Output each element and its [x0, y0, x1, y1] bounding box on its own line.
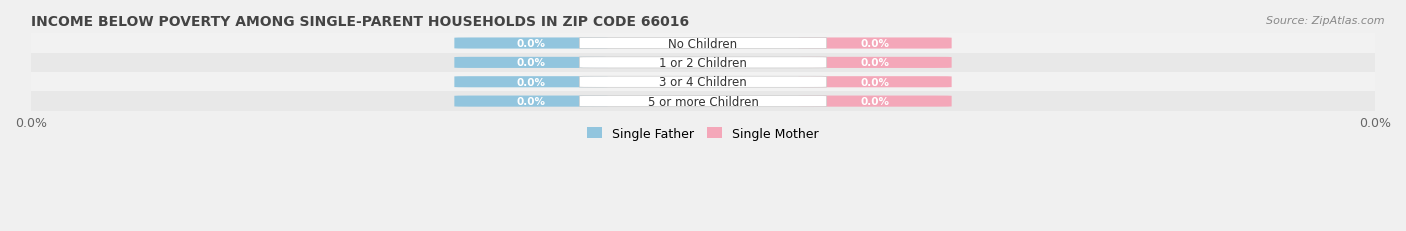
FancyBboxPatch shape — [799, 58, 952, 69]
Bar — [31, 92, 1375, 111]
FancyBboxPatch shape — [799, 96, 952, 107]
Text: 0.0%: 0.0% — [516, 58, 546, 68]
Text: 0.0%: 0.0% — [860, 58, 890, 68]
FancyBboxPatch shape — [799, 77, 952, 88]
FancyBboxPatch shape — [579, 58, 827, 69]
Text: 3 or 4 Children: 3 or 4 Children — [659, 76, 747, 89]
Bar — [31, 53, 1375, 73]
Text: 5 or more Children: 5 or more Children — [648, 95, 758, 108]
FancyBboxPatch shape — [799, 38, 952, 49]
FancyBboxPatch shape — [579, 77, 827, 88]
Legend: Single Father, Single Mother: Single Father, Single Mother — [582, 122, 824, 145]
Text: No Children: No Children — [668, 37, 738, 50]
FancyBboxPatch shape — [454, 58, 607, 69]
Text: 0.0%: 0.0% — [516, 77, 546, 87]
Bar — [31, 34, 1375, 53]
FancyBboxPatch shape — [579, 38, 827, 49]
FancyBboxPatch shape — [454, 77, 607, 88]
Bar — [31, 73, 1375, 92]
FancyBboxPatch shape — [579, 96, 827, 107]
Text: 0.0%: 0.0% — [516, 97, 546, 107]
Text: INCOME BELOW POVERTY AMONG SINGLE-PARENT HOUSEHOLDS IN ZIP CODE 66016: INCOME BELOW POVERTY AMONG SINGLE-PARENT… — [31, 15, 689, 29]
Text: 0.0%: 0.0% — [860, 97, 890, 107]
FancyBboxPatch shape — [454, 38, 607, 49]
Text: 0.0%: 0.0% — [860, 39, 890, 49]
Text: Source: ZipAtlas.com: Source: ZipAtlas.com — [1267, 16, 1385, 26]
FancyBboxPatch shape — [454, 96, 607, 107]
Text: 1 or 2 Children: 1 or 2 Children — [659, 57, 747, 70]
Text: 0.0%: 0.0% — [860, 77, 890, 87]
Text: 0.0%: 0.0% — [516, 39, 546, 49]
